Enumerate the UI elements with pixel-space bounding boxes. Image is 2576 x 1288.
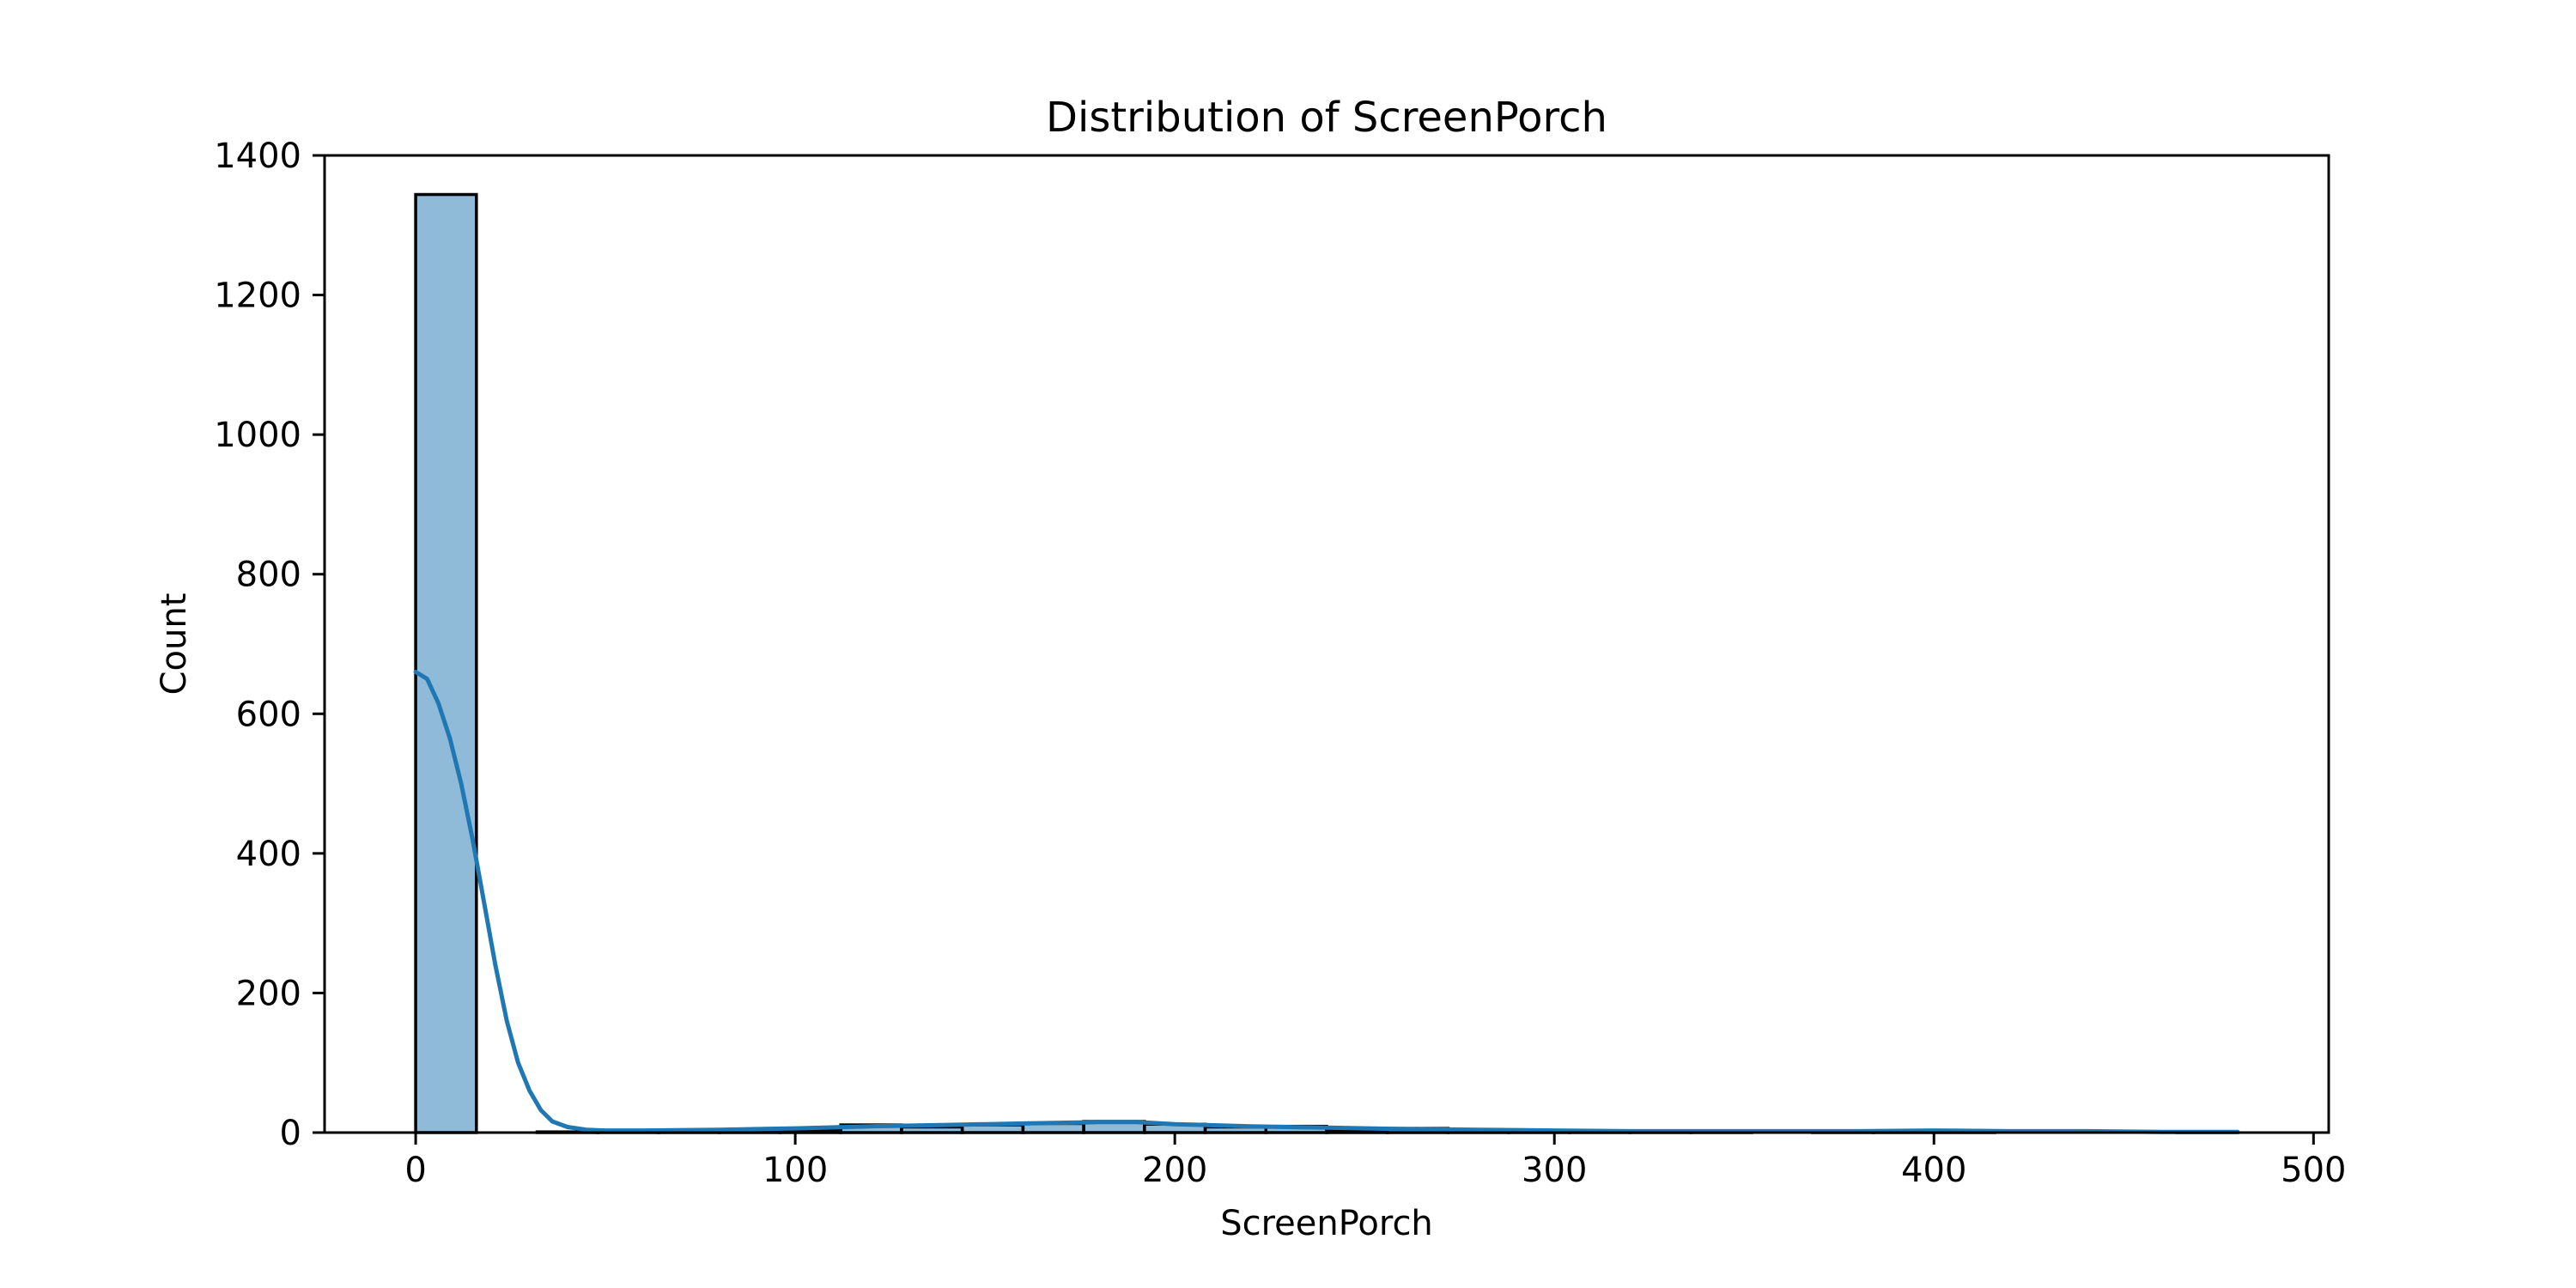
y-tick-label: 1200	[214, 276, 301, 316]
histogram-bar-0	[414, 192, 478, 1134]
y-tick-label: 600	[236, 695, 301, 734]
y-axis: 0 200 400 600 800 1000 1200 1400	[214, 137, 325, 1153]
y-tick-label: 200	[236, 974, 301, 1013]
x-tick-label: 100	[762, 1151, 828, 1190]
y-tick-label: 800	[236, 556, 301, 595]
histogram-bars	[414, 192, 2239, 1134]
x-tick-label: 400	[1901, 1151, 1966, 1190]
plot-frame	[323, 154, 2330, 1134]
chart-title: Distribution of ScreenPorch	[1046, 94, 1607, 142]
y-axis-label: Count	[155, 593, 194, 696]
x-tick-label: 200	[1142, 1151, 1207, 1190]
y-tick-label: 0	[280, 1114, 301, 1153]
x-axis-label: ScreenPorch	[1220, 1204, 1433, 1243]
x-tick-label: 0	[404, 1151, 426, 1190]
x-tick-label: 500	[2281, 1151, 2346, 1190]
x-axis: 0 100 200 300 400 500	[404, 1133, 2346, 1190]
y-tick-label: 1400	[214, 137, 301, 176]
y-tick-label: 1000	[214, 416, 301, 455]
kde-curve	[413, 670, 2240, 1134]
y-tick-label: 400	[236, 835, 301, 874]
x-tick-label: 300	[1522, 1151, 1587, 1190]
